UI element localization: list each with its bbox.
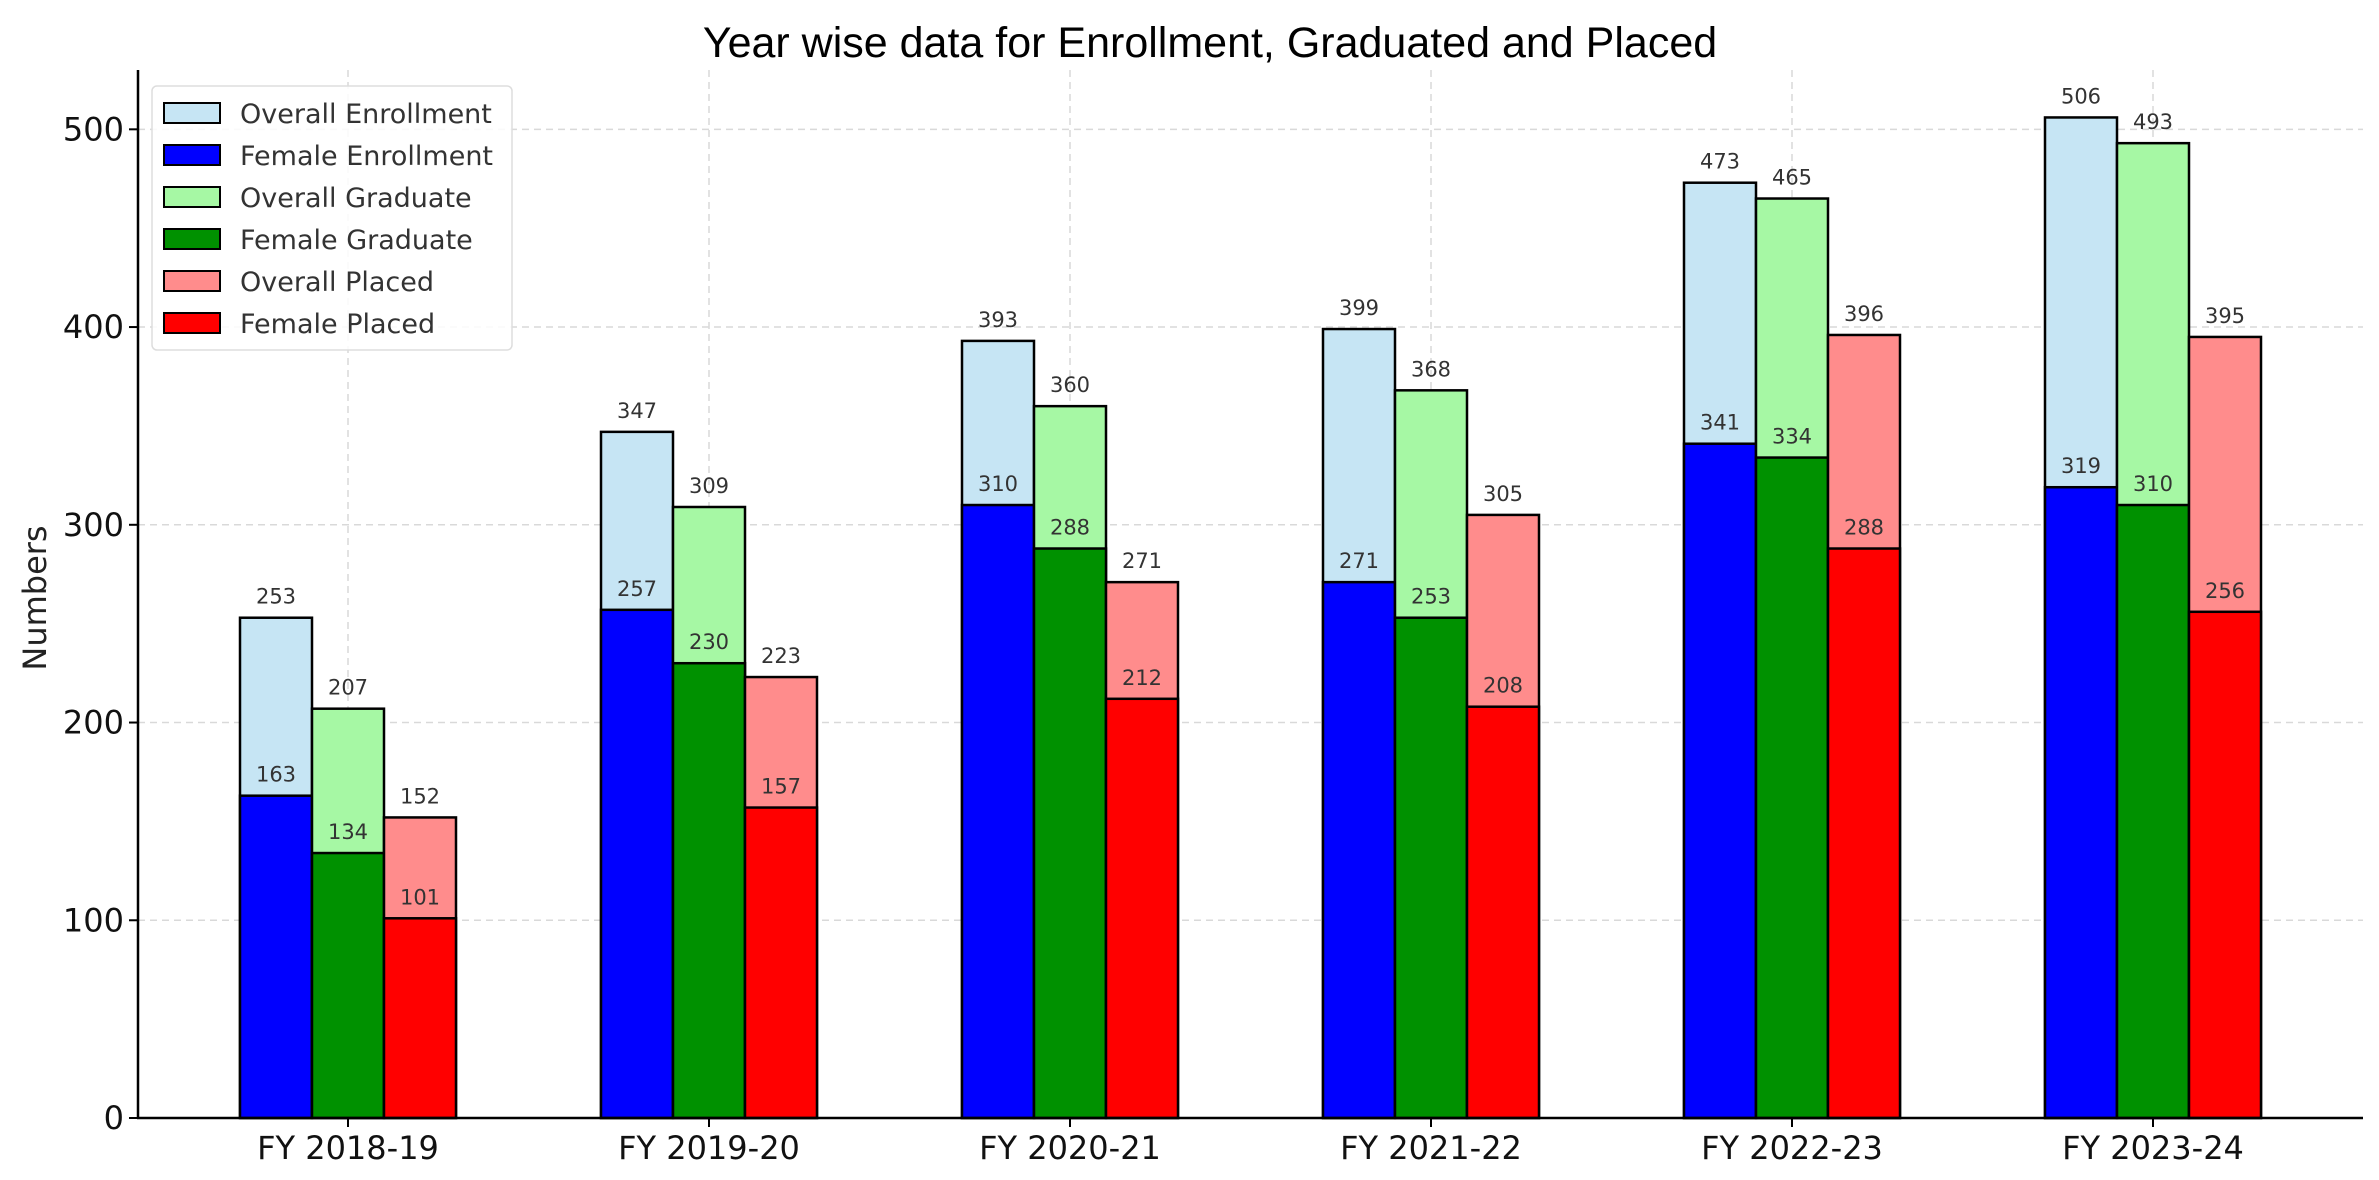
data-label: 395 — [2205, 304, 2245, 328]
data-label: 152 — [400, 784, 440, 808]
data-label: 319 — [2061, 454, 2101, 478]
data-label: 305 — [1483, 482, 1523, 506]
data-label: 399 — [1339, 296, 1379, 320]
data-label: 271 — [1339, 549, 1379, 573]
legend-label: Overall Graduate — [240, 183, 472, 214]
legend-swatch — [163, 102, 221, 124]
data-label: 341 — [1700, 411, 1740, 435]
bar-female-enrollment — [960, 503, 1036, 1120]
bars — [238, 116, 2263, 1120]
bar-female-placed — [743, 806, 819, 1120]
bar-female-graduate — [671, 661, 747, 1120]
bar-female-placed — [1104, 697, 1180, 1120]
y-tick-label: 100 — [63, 901, 124, 939]
data-label: 257 — [617, 577, 657, 601]
legend-label: Overall Placed — [240, 267, 434, 298]
value-labels: 253 163 207 134 152 101 347 257 309 230 223 157 393 3… — [256, 84, 2245, 909]
bar-female-enrollment — [1321, 580, 1397, 1120]
data-label: 230 — [689, 630, 729, 654]
data-label: 256 — [2205, 579, 2245, 603]
y-tick-label: 400 — [63, 308, 124, 346]
legend-swatch — [163, 270, 221, 292]
legend-label: Overall Enrollment — [240, 99, 492, 130]
data-label: 207 — [328, 676, 368, 700]
data-label: 288 — [1050, 516, 1090, 540]
data-label: 253 — [256, 585, 296, 609]
bar-female-enrollment — [238, 794, 314, 1120]
bar-female-graduate — [1032, 547, 1108, 1120]
bar-female-placed — [2187, 610, 2263, 1120]
data-label: 473 — [1700, 150, 1740, 174]
data-label: 310 — [2133, 472, 2173, 496]
y-tick-label: 500 — [63, 110, 124, 148]
bar-female-enrollment — [1682, 442, 1758, 1120]
legend-swatch — [163, 144, 221, 166]
y-axis-label: Numbers — [16, 525, 54, 670]
data-label: 493 — [2133, 110, 2173, 134]
bar-female-placed — [382, 917, 458, 1120]
data-label: 465 — [1772, 166, 1812, 190]
y-tick-label: 300 — [63, 506, 124, 544]
data-label: 309 — [689, 474, 729, 498]
data-label: 334 — [1772, 425, 1812, 449]
data-label: 163 — [256, 763, 296, 787]
data-label: 223 — [761, 644, 801, 668]
data-label: 134 — [328, 820, 368, 844]
x-tick-label: FY 2020-21 — [979, 1129, 1161, 1167]
legend-swatch — [163, 186, 221, 208]
legend-label: Female Graduate — [240, 225, 473, 256]
y-tick-label: 200 — [63, 704, 124, 742]
data-label: 271 — [1122, 549, 1162, 573]
x-tick-label: FY 2021-22 — [1340, 1129, 1522, 1167]
data-label: 360 — [1050, 373, 1090, 397]
x-tick-label: FY 2022-23 — [1701, 1129, 1883, 1167]
data-label: 393 — [978, 308, 1018, 332]
data-label: 212 — [1122, 666, 1162, 690]
x-tick-label: FY 2018-19 — [257, 1129, 439, 1167]
y-tick-label: 0 — [104, 1099, 124, 1137]
data-label: 157 — [761, 775, 801, 799]
chart-title: Year wise data for Enrollment, Graduated… — [703, 19, 1717, 67]
bar-female-placed — [1826, 547, 1902, 1120]
legend-swatch — [163, 228, 221, 250]
legend-label: Female Enrollment — [240, 141, 493, 172]
data-label: 506 — [2061, 84, 2101, 108]
bar-female-graduate — [1754, 456, 1830, 1120]
bar-female-placed — [1465, 705, 1541, 1120]
legend-box — [151, 85, 513, 351]
data-label: 310 — [978, 472, 1018, 496]
data-label: 347 — [617, 399, 657, 423]
data-label: 288 — [1844, 516, 1884, 540]
axes: 0 100 200 300 400 500 FY 2018-19 FY 2019-20 FY 2… — [63, 70, 2363, 1167]
x-tick-label: FY 2023-24 — [2062, 1129, 2244, 1167]
bar-female-enrollment — [599, 608, 675, 1120]
bar-female-graduate — [1393, 616, 1469, 1120]
data-label: 101 — [400, 885, 440, 909]
data-label: 253 — [1411, 585, 1451, 609]
bar-female-graduate — [2115, 503, 2191, 1120]
bar-female-graduate — [310, 851, 386, 1120]
data-label: 396 — [1844, 302, 1884, 326]
legend-swatch — [163, 312, 221, 334]
x-tick-label: FY 2019-20 — [618, 1129, 800, 1167]
data-label: 208 — [1483, 674, 1523, 698]
bar-female-enrollment — [2043, 485, 2119, 1120]
legend: Overall Enrollment Female Enrollment Overa… — [151, 85, 513, 351]
legend-label: Female Placed — [240, 309, 435, 340]
data-label: 368 — [1411, 357, 1451, 381]
